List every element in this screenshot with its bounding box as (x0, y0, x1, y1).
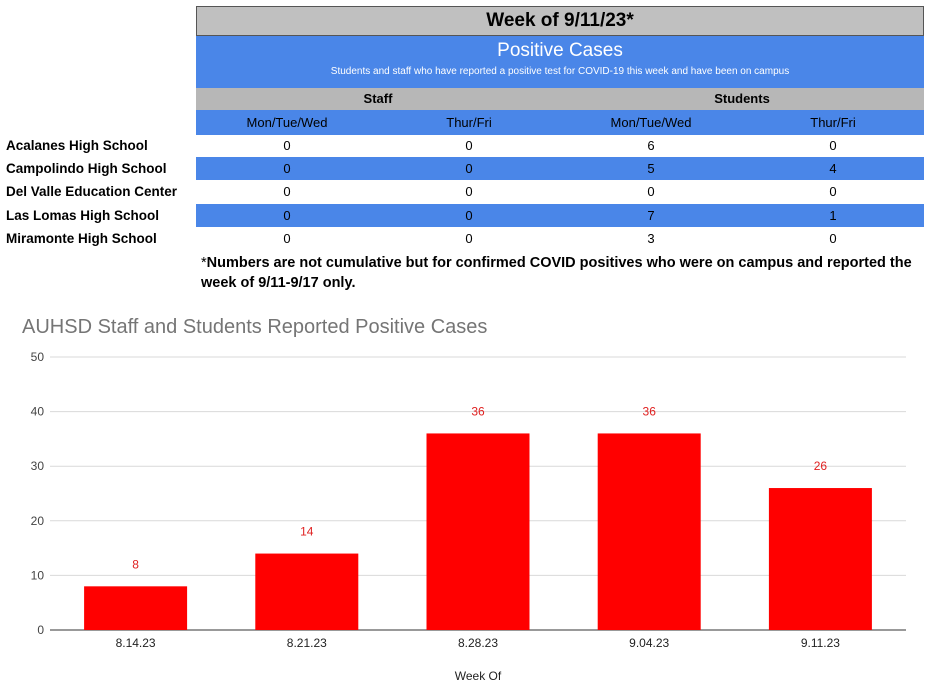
y-tick-label: 30 (31, 459, 45, 473)
chart-title: AUHSD Staff and Students Reported Positi… (22, 316, 487, 338)
table-row: Miramonte High School 0 0 3 0 (0, 227, 924, 250)
data-label: 8 (132, 557, 139, 571)
table-cell: 0 (465, 231, 473, 246)
x-tick-label: 8.28.23 (458, 636, 498, 650)
x-tick-label: 8.21.23 (287, 636, 327, 650)
table-row: Las Lomas High School 0 0 7 1 (0, 204, 924, 227)
table-cell: 0 (283, 161, 291, 176)
section-title: Positive Cases (497, 40, 623, 61)
group-header-row: Staff Students (196, 88, 924, 110)
subheader-students-mtw: Mon/Tue/Wed (610, 115, 692, 130)
table-cell: 0 (465, 184, 473, 199)
school-name: Campolindo High School (6, 161, 167, 176)
footnote-text: Numbers are not cumulative but for confi… (201, 255, 912, 291)
cases-table: Week of 9/11/23* Positive Cases Students… (196, 6, 924, 135)
y-tick-label: 40 (31, 405, 45, 419)
x-tick-label: 9.11.23 (801, 636, 840, 650)
table-cell: 0 (465, 161, 473, 176)
x-tick-label: 8.14.23 (116, 636, 156, 650)
bar (768, 488, 872, 630)
table-cell: 3 (647, 231, 655, 246)
data-label: 36 (643, 404, 657, 418)
group-header-students: Students (714, 91, 770, 106)
footnote-star: * (201, 255, 207, 271)
table-cell: 0 (465, 138, 473, 153)
table-cell: 0 (283, 231, 291, 246)
table-cell: 0 (465, 208, 473, 223)
bar (597, 433, 701, 630)
table-cell: 0 (829, 231, 837, 246)
data-label: 36 (471, 404, 485, 418)
subheader-staff-tf: Thur/Fri (446, 115, 492, 130)
table-row: Campolindo High School 0 0 5 4 (0, 157, 924, 180)
data-label: 14 (300, 525, 314, 539)
table-cell: 5 (647, 161, 655, 176)
table-cell: 1 (829, 208, 837, 223)
table-cell: 0 (829, 184, 837, 199)
table-cell: 4 (829, 161, 837, 176)
data-label: 26 (814, 459, 828, 473)
table-row: Del Valle Education Center 0 0 0 0 (0, 180, 924, 203)
section-subtitle: Students and staff who have reported a p… (330, 66, 790, 77)
table-cell: 0 (283, 138, 291, 153)
x-tick-label: 9.04.23 (629, 636, 669, 650)
positive-cases-header: Positive Cases Students and staff who ha… (196, 36, 924, 88)
footnote: *Numbers are not cumulative but for conf… (201, 253, 916, 293)
school-name: Miramonte High School (6, 231, 157, 246)
table-cell: 0 (829, 138, 837, 153)
subheader-staff-mtw: Mon/Tue/Wed (246, 115, 328, 130)
subheader-students-tf: Thur/Fri (810, 115, 856, 130)
y-tick-label: 50 (31, 350, 45, 364)
table-row: Acalanes High School 0 0 6 0 (0, 134, 924, 157)
table-cell: 0 (283, 208, 291, 223)
school-name: Acalanes High School (6, 138, 148, 153)
school-name: Del Valle Education Center (6, 184, 178, 199)
table-cell: 6 (647, 138, 655, 153)
table-cell: 0 (283, 184, 291, 199)
x-axis-label: Week Of (455, 669, 502, 683)
school-name: Las Lomas High School (6, 208, 160, 223)
y-tick-label: 0 (37, 623, 44, 637)
y-tick-label: 20 (31, 514, 45, 528)
y-tick-label: 10 (31, 568, 45, 582)
bar (255, 553, 359, 630)
table-cell: 0 (647, 184, 655, 199)
table-cell: 7 (647, 208, 655, 223)
bar (84, 586, 188, 630)
bar-chart: AUHSD Staff and Students Reported Positi… (22, 316, 906, 683)
group-header-staff: Staff (363, 91, 393, 106)
week-title: Week of 9/11/23* (196, 6, 924, 36)
bar (426, 433, 530, 630)
subheader-row: Mon/Tue/Wed Thur/Fri Mon/Tue/Wed Thur/Fr… (196, 110, 924, 135)
